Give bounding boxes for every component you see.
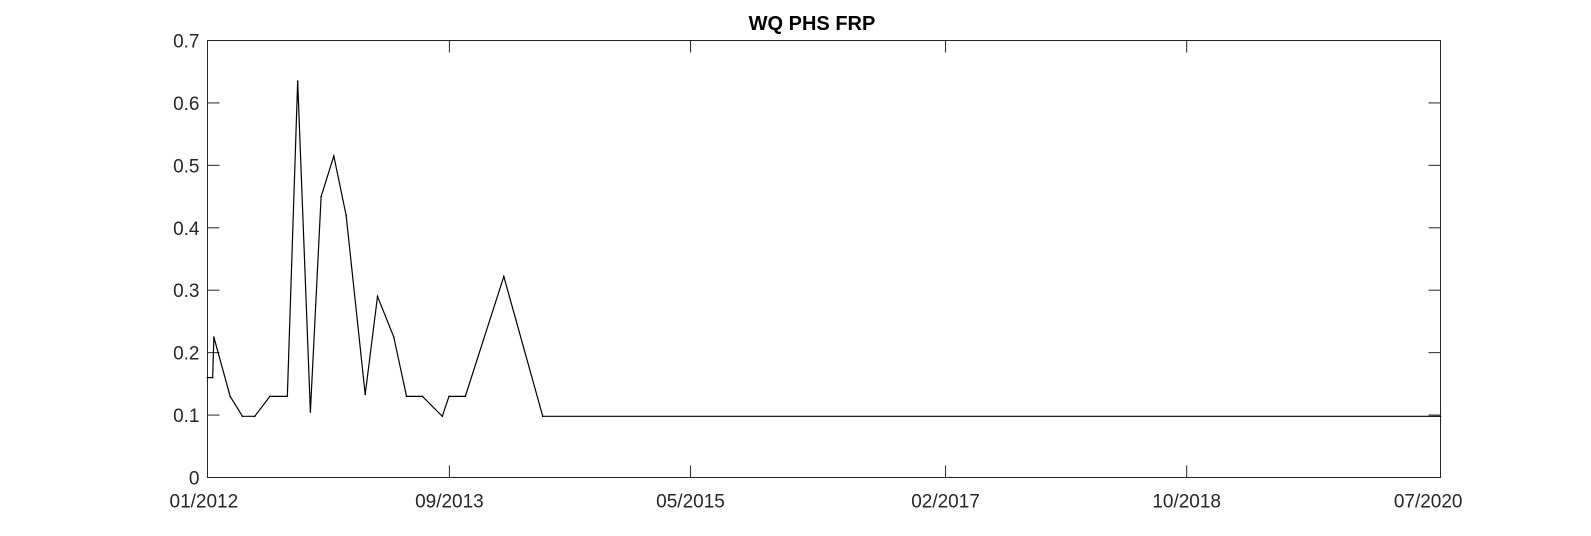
x-tick-label: 02/2017 [911,492,980,513]
y-tick-label: 0.1 [173,406,199,427]
data-point [229,395,231,398]
data-point [309,411,312,413]
data-point [448,395,450,398]
y-tick-label: 0.7 [173,32,199,53]
x-axis: 01/2012 09/2013 05/2015 02/2017 10/2018 07/20… [170,40,1463,513]
series-line [207,81,1441,418]
x-tick-label: 05/2015 [656,492,725,513]
data-point [320,195,322,198]
data-point [376,295,379,298]
data-point [241,415,244,418]
data-point [286,395,289,398]
x-tick-label: 07/2020 [1394,492,1463,513]
data-point [421,395,424,398]
chart-title: WQ PHS FRP [749,13,876,35]
y-tick-label: 0.5 [173,156,199,177]
data-point [269,395,271,398]
data-point [333,155,335,157]
y-tick-label: 0.6 [173,94,199,115]
data-point [1439,415,1442,418]
data-point [206,376,209,379]
data-point [541,415,544,418]
y-tick-label: 0 [189,469,200,490]
plot-area-frame [207,40,1441,478]
data-point [211,376,214,379]
data-point [213,336,215,338]
data-points [206,80,1442,418]
y-tick-label: 0.3 [173,281,199,302]
data-point [364,393,367,396]
y-axis: 0 0.1 0.2 0.3 0.4 0.5 0.6 0.7 [173,32,1441,490]
data-point [503,275,505,278]
x-tick-label: 10/2018 [1152,492,1221,513]
data-point [345,214,347,217]
x-tick-label: 09/2013 [415,492,484,513]
data-point [441,415,444,418]
data-point [253,415,256,418]
y-tick-label: 0.2 [173,344,199,365]
data-point [296,80,299,82]
data-point [464,395,467,398]
x-tick-label: 01/2012 [170,492,239,513]
data-point [405,395,408,398]
y-tick-label: 0.4 [173,219,200,240]
data-point [393,336,395,338]
